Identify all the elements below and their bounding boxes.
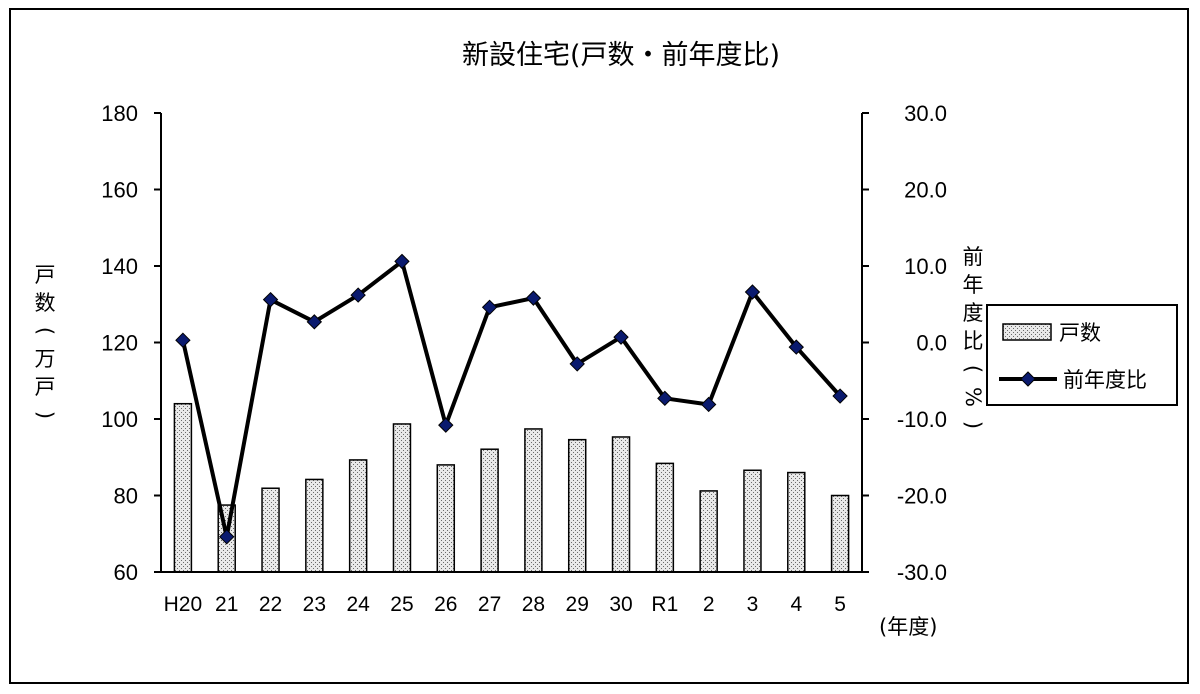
- bar-8: [524, 428, 543, 573]
- ylabel-left-char-5: ): [33, 411, 57, 419]
- line-markers: [175, 253, 848, 545]
- bar-15: [830, 494, 850, 573]
- x-tick-label-6: 26: [434, 593, 457, 616]
- ylabel-left-char-3: 万: [35, 347, 56, 371]
- right-tick-label-1: 20.0: [904, 178, 947, 203]
- left-tick-label-5: 80: [114, 484, 138, 509]
- left-tick-label-3: 120: [101, 331, 138, 356]
- bar-13: [743, 469, 762, 573]
- ylabel-left-char-1: 数: [35, 291, 56, 315]
- bar-7: [480, 448, 499, 573]
- line-point-1: [219, 529, 235, 545]
- x-tick-label-5: 25: [390, 593, 413, 616]
- bar-10: [611, 436, 631, 573]
- bar-11: [655, 462, 675, 573]
- x-unit-label: (年度): [879, 615, 937, 639]
- x-tick-label-4: 24: [346, 593, 370, 616]
- ylabel-right-char-2: 度: [963, 301, 984, 325]
- bar-2: [261, 487, 280, 573]
- bar-12: [699, 490, 718, 573]
- right-tick-label-6: -30.0: [897, 560, 947, 585]
- legend-label-bar: 戸数: [1059, 321, 1101, 345]
- x-tick-label-2: 22: [259, 593, 282, 616]
- line-point-3: [306, 314, 323, 330]
- line-point-6: [438, 417, 454, 433]
- line-point-10: [613, 329, 629, 345]
- right-tick-label-2: 10.0: [904, 254, 947, 279]
- line-point-0: [175, 332, 191, 348]
- x-tick-label-8: 28: [522, 593, 545, 616]
- legend: 戸数 前年度比: [986, 304, 1178, 406]
- bar-5: [392, 423, 412, 573]
- legend-swatch-marker: [1020, 371, 1036, 387]
- chart-frame: 新設住宅(戸数・前年度比) 180 160 140 120 100 80 60 30.0 20…: [9, 8, 1189, 684]
- left-tick-label-6: 60: [114, 560, 138, 585]
- chart-title: 新設住宅(戸数・前年度比): [462, 40, 780, 71]
- left-ticks: 180 160 140 120 100 80 60: [101, 101, 161, 585]
- x-tick-label-15: 5: [834, 593, 846, 616]
- ylabel-right-char-1: 年: [963, 273, 984, 297]
- x-ticks: H20 21 22 23 24 25 26 27 28 29 30 R1 2 3 4 5: [164, 593, 846, 616]
- right-tick-label-3: 0.0: [916, 331, 947, 356]
- x-tick-label-11: R1: [651, 593, 678, 616]
- x-tick-label-13: 3: [747, 593, 759, 616]
- line-point-7: [481, 299, 498, 316]
- x-tick-label-14: 4: [790, 593, 802, 616]
- line-point-13: [744, 284, 761, 300]
- right-tick-label-0: 30.0: [904, 101, 947, 126]
- right-tick-label-5: -20.0: [897, 484, 947, 509]
- left-tick-label-0: 180: [101, 101, 138, 126]
- bar-14: [787, 471, 806, 573]
- bar-4: [348, 459, 368, 573]
- line-point-12: [700, 396, 717, 413]
- line-point-8: [525, 290, 542, 306]
- ylabel-right-char-4: (: [961, 365, 985, 373]
- ylabel-right-char-3: 比: [963, 329, 984, 353]
- ylabel-left-char-4: 戸: [35, 375, 56, 399]
- y-axis-right-label: 前年度比 (%): [961, 245, 985, 429]
- y-axis-left-label: 戸数(万戸): [33, 263, 57, 419]
- line-point-9: [569, 356, 585, 372]
- right-ticks: 30.0 20.0 10.0 0.0 -10.0 -20.0 -30.0: [862, 101, 947, 585]
- bar-0: [173, 402, 193, 573]
- left-tick-label-4: 100: [101, 407, 138, 432]
- x-tick-label-12: 2: [703, 593, 715, 616]
- bar-series: [173, 402, 850, 573]
- x-tick-label-0: H20: [164, 593, 203, 616]
- ylabel-right-char-6: ): [961, 421, 985, 429]
- line-series: [180, 259, 842, 539]
- x-tick-label-3: 23: [303, 593, 326, 616]
- bar-6: [436, 464, 456, 573]
- ylabel-left-char-0: 戸: [35, 263, 56, 287]
- bar-3: [305, 478, 324, 573]
- line-point-15: [832, 388, 848, 404]
- legend-box: [986, 304, 1178, 406]
- legend-swatch-bar: [1002, 323, 1052, 341]
- right-tick-label-4: -10.0: [897, 407, 947, 432]
- bar-9: [567, 438, 587, 573]
- line-point-5: [394, 253, 410, 270]
- ylabel-right-char-0: 前: [963, 245, 984, 269]
- ylabel-left-char-2: (: [33, 327, 57, 335]
- x-tick-label-10: 30: [609, 593, 632, 616]
- ylabel-right-char-5: %: [961, 387, 985, 407]
- line-point-11: [657, 390, 673, 407]
- left-tick-label-2: 140: [101, 254, 138, 279]
- legend-label-line: 前年度比: [1063, 368, 1147, 392]
- line-point-14: [788, 339, 804, 355]
- x-tick-label-9: 29: [566, 593, 589, 616]
- line-point-4: [350, 287, 366, 303]
- x-tick-label-1: 21: [215, 593, 238, 616]
- line-point-2: [262, 291, 279, 308]
- left-tick-label-1: 160: [101, 178, 138, 203]
- x-tick-label-7: 27: [478, 593, 501, 616]
